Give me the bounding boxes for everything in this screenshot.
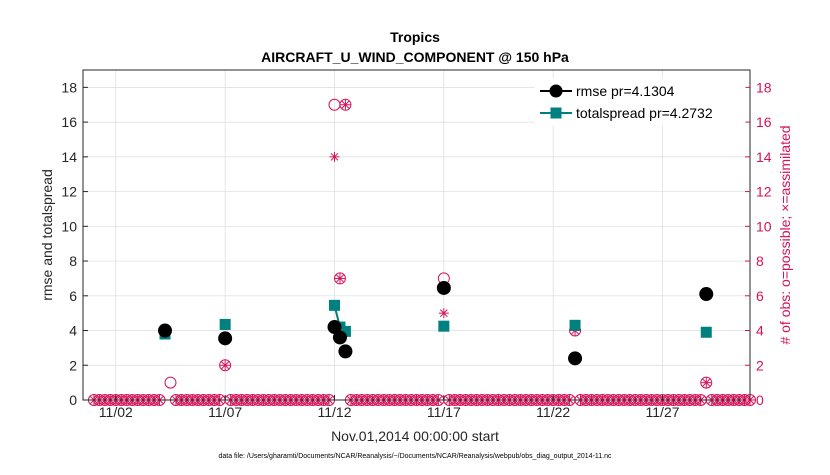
- obs-assimilated-marker: [340, 99, 351, 110]
- axis-ticks: 0 0 2 2 4 4 6 6 8 8 10 10 12 12 14 14 16 16 18 18 11/02 11/07…: [61, 79, 771, 420]
- y-tick-label-right: 6: [756, 288, 764, 304]
- x-tick-label: 11/27: [646, 404, 680, 420]
- y-tick-label-right: 16: [756, 114, 772, 130]
- x-tick-label: 11/07: [208, 404, 242, 420]
- y-tick-label-right: 8: [756, 253, 764, 269]
- spread-point: [700, 326, 712, 338]
- y-tick-label-left: 14: [61, 149, 77, 165]
- rmse-point: [218, 331, 233, 346]
- obs-possible-marker: [164, 376, 177, 389]
- obs-possible-marker: [333, 272, 346, 285]
- obs-possible-marker: [219, 359, 232, 372]
- obs-assimilated-marker: [334, 273, 345, 284]
- y-tick-label-left: 16: [61, 114, 77, 130]
- y-tick-label-right: 18: [756, 79, 772, 95]
- spread-point: [219, 318, 231, 330]
- legend-spread-marker: [550, 107, 562, 119]
- chart-subtitle: AIRCRAFT_U_WIND_COMPONENT @ 150 hPa: [261, 49, 569, 65]
- y-tick-label-right: 12: [756, 184, 772, 200]
- obs-assimilated-marker: [701, 377, 712, 388]
- y-axis-label-left: rmse and totalspread: [39, 169, 55, 301]
- y-tick-label-left: 4: [69, 323, 77, 339]
- rmse-point: [327, 320, 342, 335]
- obs-possible-marker: [700, 376, 713, 389]
- rmse-point: [568, 351, 583, 366]
- spread-point: [328, 299, 340, 311]
- rmse-point: [332, 330, 347, 345]
- spread-point: [569, 319, 581, 331]
- legend-spread-label: totalspread pr=4.2732: [576, 105, 713, 121]
- x-tick-label: 11/12: [317, 404, 351, 420]
- y-tick-label-right: 10: [756, 218, 772, 234]
- grid: [83, 70, 750, 401]
- y-tick-label-right: 2: [756, 357, 764, 373]
- spread-point: [438, 320, 450, 332]
- rmse-point: [338, 344, 353, 359]
- legend-box: [534, 78, 746, 126]
- y-tick-label-left: 8: [69, 253, 77, 269]
- x-tick-label: 11/02: [99, 404, 133, 420]
- chart-title: Tropics: [390, 29, 440, 45]
- obs-possible-marker: [339, 98, 352, 111]
- y-tick-label-right: 14: [756, 149, 772, 165]
- y-tick-label-left: 18: [61, 79, 77, 95]
- plot-frame: [82, 69, 751, 401]
- totalspread-series: [159, 299, 712, 340]
- legend: rmse pr=4.1304 totalspread pr=4.2732: [534, 78, 746, 126]
- x-tick-label: 11/17: [427, 404, 461, 420]
- obs-count-markers: [159, 98, 713, 389]
- obs-assimilated-marker: [329, 151, 340, 162]
- y-tick-label-right: 4: [756, 323, 764, 339]
- obs-assimilated-marker: [438, 308, 449, 319]
- data-file-footnote: data file: /Users/gharamti/Documents/NCA…: [218, 453, 612, 460]
- obs-assimilated-marker: [220, 360, 231, 371]
- rmse-series: [158, 280, 714, 366]
- x-tick-label: 11/22: [536, 404, 570, 420]
- y-tick-label-left: 12: [61, 184, 77, 200]
- legend-rmse-marker: [549, 84, 563, 98]
- y-tick-label-left: 10: [61, 218, 77, 234]
- x-axis-label: Nov.01,2014 00:00:00 start: [331, 428, 499, 444]
- y-tick-label-right: 0: [756, 392, 764, 408]
- rmse-point: [436, 280, 451, 295]
- rmse-point: [699, 287, 714, 302]
- y-axis-label-right: # of obs: o=possible; ×=assimilated: [777, 125, 793, 344]
- y-tick-label-left: 6: [69, 288, 77, 304]
- spread-point: [339, 325, 351, 337]
- rmse-point: [158, 323, 173, 338]
- legend-rmse-label: rmse pr=4.1304: [576, 83, 675, 99]
- y-tick-label-left: 2: [69, 357, 77, 373]
- y-tick-label-left: 0: [69, 392, 77, 408]
